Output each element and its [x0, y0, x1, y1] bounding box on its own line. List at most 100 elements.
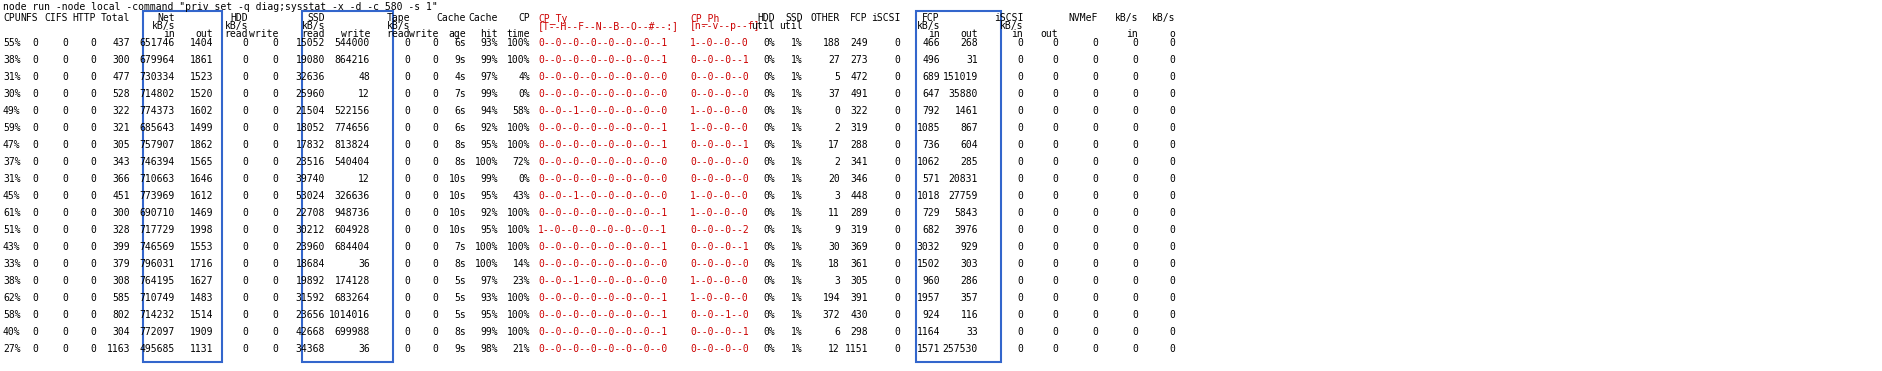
- Text: 0: 0: [405, 55, 410, 65]
- Text: 21504: 21504: [295, 106, 326, 116]
- Text: 0: 0: [32, 242, 38, 252]
- Text: 0: 0: [1092, 259, 1097, 269]
- Text: 0: 0: [1169, 327, 1174, 337]
- Text: 0: 0: [62, 344, 68, 354]
- Text: 1565: 1565: [190, 157, 213, 167]
- Text: 813824: 813824: [335, 140, 371, 150]
- Text: 51%: 51%: [4, 225, 21, 235]
- Text: 0: 0: [273, 276, 279, 286]
- Text: 0: 0: [1169, 344, 1174, 354]
- Text: Tape: Tape: [386, 13, 410, 23]
- Text: 0: 0: [433, 55, 439, 65]
- Text: 0%: 0%: [518, 89, 531, 99]
- Text: 690710: 690710: [139, 208, 175, 218]
- Text: 100%: 100%: [474, 242, 499, 252]
- Text: 95%: 95%: [480, 225, 499, 235]
- Text: 0: 0: [243, 310, 248, 320]
- Text: 0--0--0--0--0--0--0--1: 0--0--0--0--0--0--0--1: [538, 327, 668, 337]
- Text: 1163: 1163: [107, 344, 130, 354]
- Text: 0: 0: [90, 157, 96, 167]
- Text: 38%: 38%: [4, 55, 21, 65]
- Text: 1957: 1957: [917, 293, 939, 303]
- Text: OTHER: OTHER: [811, 13, 839, 23]
- Text: write: write: [248, 29, 279, 39]
- Text: 0: 0: [894, 72, 900, 82]
- Text: 0--0--1--0: 0--0--1--0: [691, 310, 749, 320]
- Text: 0: 0: [1052, 38, 1058, 48]
- Text: 0: 0: [1133, 276, 1139, 286]
- Text: 399: 399: [113, 242, 130, 252]
- Text: 0: 0: [90, 38, 96, 48]
- Text: 3: 3: [834, 276, 839, 286]
- Text: 0: 0: [405, 327, 410, 337]
- Text: 679964: 679964: [139, 55, 175, 65]
- Text: 0: 0: [1016, 89, 1024, 99]
- Text: 1612: 1612: [190, 191, 213, 201]
- Text: 0: 0: [894, 55, 900, 65]
- Text: 0: 0: [90, 106, 96, 116]
- Text: 0: 0: [32, 276, 38, 286]
- Text: 0: 0: [405, 208, 410, 218]
- Text: 0: 0: [1052, 55, 1058, 65]
- Text: 0: 0: [894, 123, 900, 133]
- Text: 0: 0: [894, 38, 900, 48]
- Text: 0: 0: [1169, 72, 1174, 82]
- Text: 0: 0: [834, 106, 839, 116]
- Text: 1014016: 1014016: [329, 310, 371, 320]
- Text: 477: 477: [113, 72, 130, 82]
- Text: 540404: 540404: [335, 157, 371, 167]
- Text: 0: 0: [1092, 123, 1097, 133]
- Text: 1%: 1%: [790, 344, 804, 354]
- Text: 0%: 0%: [764, 157, 775, 167]
- Text: 0: 0: [1092, 191, 1097, 201]
- Text: 0: 0: [1133, 259, 1139, 269]
- Text: 1514: 1514: [190, 310, 213, 320]
- Text: 99%: 99%: [480, 174, 499, 184]
- Text: 0: 0: [1169, 242, 1174, 252]
- Text: HTTP: HTTP: [73, 13, 96, 23]
- Text: 92%: 92%: [480, 123, 499, 133]
- Text: [n--v--p--f]: [n--v--p--f]: [691, 21, 760, 31]
- Text: 0: 0: [1169, 174, 1174, 184]
- Text: 37%: 37%: [4, 157, 21, 167]
- Text: 0--0--0--0--0--0--0--1: 0--0--0--0--0--0--0--1: [538, 310, 668, 320]
- Text: 0: 0: [405, 123, 410, 133]
- Text: 21%: 21%: [512, 344, 531, 354]
- Text: kB/s: kB/s: [224, 21, 248, 31]
- Text: 0: 0: [405, 276, 410, 286]
- Text: 357: 357: [960, 293, 979, 303]
- Text: 0: 0: [1052, 140, 1058, 150]
- Text: 1062: 1062: [917, 157, 939, 167]
- Text: 38%: 38%: [4, 276, 21, 286]
- Text: 99%: 99%: [480, 55, 499, 65]
- Text: 0: 0: [62, 225, 68, 235]
- Text: 0--0--0--0--0--0--0--0: 0--0--0--0--0--0--0--0: [538, 344, 668, 354]
- Text: 0: 0: [1052, 72, 1058, 82]
- Text: 0: 0: [273, 123, 279, 133]
- Text: 1131: 1131: [190, 344, 213, 354]
- Text: 0: 0: [90, 310, 96, 320]
- Text: 0: 0: [90, 259, 96, 269]
- Text: 0: 0: [1016, 174, 1024, 184]
- Text: 0--0--1--0--0--0--0--0: 0--0--1--0--0--0--0--0: [538, 191, 668, 201]
- Text: 0: 0: [273, 327, 279, 337]
- Text: 1909: 1909: [190, 327, 213, 337]
- Text: 0%: 0%: [764, 344, 775, 354]
- Text: 0: 0: [273, 242, 279, 252]
- Text: 0: 0: [1016, 191, 1024, 201]
- Text: 0%: 0%: [764, 174, 775, 184]
- Text: 0--0--1--0--0--0--0--0: 0--0--1--0--0--0--0--0: [538, 276, 668, 286]
- Text: 495685: 495685: [139, 344, 175, 354]
- Text: 15052: 15052: [295, 38, 326, 48]
- Text: 774373: 774373: [139, 106, 175, 116]
- Text: 5: 5: [834, 72, 839, 82]
- Text: 0: 0: [273, 310, 279, 320]
- Text: 1646: 1646: [190, 174, 213, 184]
- Text: 0%: 0%: [764, 55, 775, 65]
- Text: 93%: 93%: [480, 38, 499, 48]
- Text: 0: 0: [90, 72, 96, 82]
- Text: 0: 0: [273, 293, 279, 303]
- Text: 4%: 4%: [518, 72, 531, 82]
- Text: 151019: 151019: [943, 72, 979, 82]
- Text: 0: 0: [90, 344, 96, 354]
